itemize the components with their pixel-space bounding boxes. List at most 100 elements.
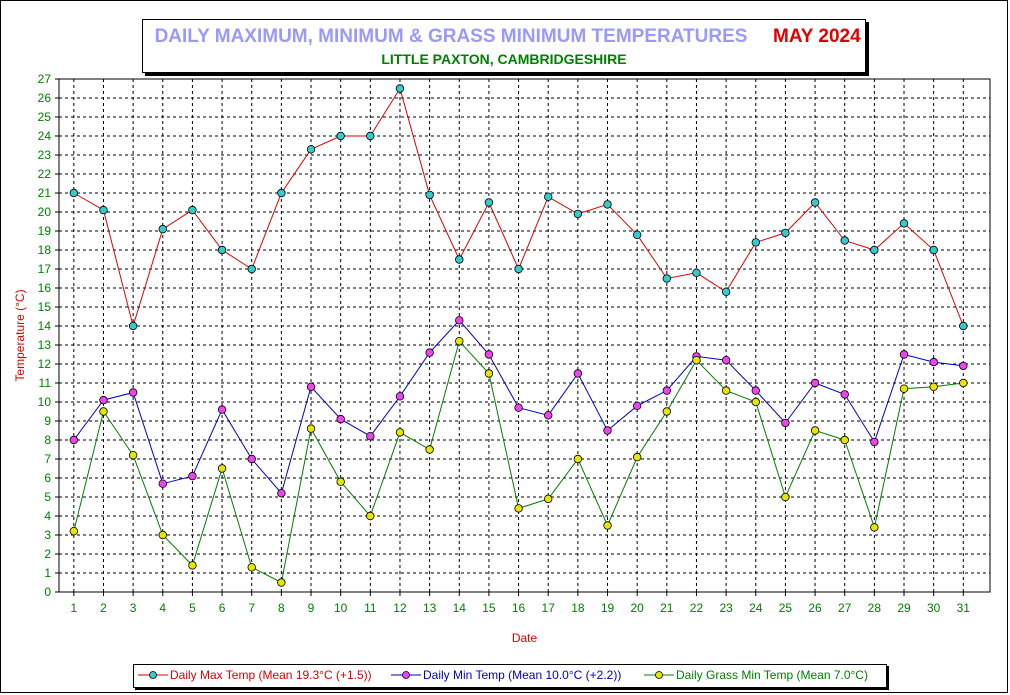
y-tick-label: 10 bbox=[38, 395, 52, 409]
series-point-grass bbox=[781, 492, 790, 502]
series-point-grass bbox=[514, 504, 523, 513]
series-point-max bbox=[336, 131, 345, 141]
x-tick-label: 29 bbox=[897, 601, 911, 615]
legend-marker-max bbox=[149, 671, 157, 679]
series-point-max bbox=[306, 145, 316, 154]
x-tick-label: 17 bbox=[542, 601, 556, 615]
series-point-grass bbox=[128, 451, 138, 460]
chart-plot: 0123456789101112131415161718192021222324… bbox=[13, 72, 991, 645]
series-point-min bbox=[810, 378, 820, 388]
series-point-max bbox=[573, 209, 583, 219]
legend-swatch-min bbox=[391, 671, 421, 679]
series-point-grass bbox=[425, 445, 434, 454]
series-point-grass bbox=[632, 452, 642, 462]
series-point-max bbox=[840, 236, 849, 245]
x-tick-label: 27 bbox=[838, 601, 852, 615]
series-point-max bbox=[603, 200, 612, 209]
series-point-grass bbox=[188, 561, 197, 570]
chart-title: DAILY MAXIMUM, MINIMUM & GRASS MINIMUM T… bbox=[154, 26, 748, 47]
series-point-grass bbox=[69, 527, 79, 536]
y-tick-label: 24 bbox=[38, 129, 52, 143]
series-point-max bbox=[425, 190, 434, 200]
series-point-min bbox=[929, 357, 938, 367]
series-point-grass bbox=[662, 407, 672, 416]
series-point-grass bbox=[99, 407, 108, 416]
y-tick-label: 11 bbox=[39, 376, 52, 390]
series-point-min bbox=[603, 426, 612, 435]
series-point-min bbox=[247, 454, 256, 464]
series-point-grass bbox=[870, 523, 879, 532]
series-point-grass bbox=[395, 428, 405, 437]
x-tick-label: 16 bbox=[512, 601, 526, 615]
series-point-max bbox=[870, 245, 879, 255]
x-tick-label: 28 bbox=[868, 601, 882, 615]
series-point-min bbox=[721, 356, 731, 365]
series-point-min bbox=[395, 392, 405, 401]
series-point-max bbox=[632, 230, 642, 239]
series-point-min bbox=[781, 418, 790, 428]
chart-title-month: MAY 2024 bbox=[773, 26, 861, 47]
legend-label-grass: Daily Grass Min Temp (Mean 7.0°C) bbox=[676, 668, 868, 682]
legend-swatch-max bbox=[138, 671, 168, 679]
x-tick-label: 26 bbox=[808, 601, 822, 615]
series-point-min bbox=[425, 348, 434, 357]
series-point-min bbox=[128, 388, 138, 397]
series-point-max bbox=[69, 188, 79, 198]
series-point-min bbox=[662, 386, 672, 395]
series-point-max bbox=[810, 198, 820, 207]
series-point-max bbox=[217, 245, 227, 255]
legend: Daily Max Temp (Mean 19.3°C (+1.5)) Dail… bbox=[133, 664, 887, 688]
y-tick-label: 7 bbox=[44, 452, 51, 466]
y-tick-label: 9 bbox=[44, 414, 51, 428]
legend-marker-grass bbox=[655, 671, 663, 679]
series-point-min bbox=[336, 414, 345, 424]
series-point-min bbox=[632, 401, 642, 410]
y-tick-label: 22 bbox=[38, 167, 52, 181]
series-point-max bbox=[751, 238, 760, 247]
y-tick-label: 21 bbox=[38, 186, 52, 200]
series-point-max bbox=[99, 205, 108, 215]
x-tick-label: 23 bbox=[719, 601, 733, 615]
series-point-grass bbox=[544, 494, 553, 504]
x-tick-label: 8 bbox=[278, 601, 285, 615]
series-point-max bbox=[692, 268, 701, 277]
x-tick-label: 22 bbox=[690, 601, 704, 615]
x-tick-label: 13 bbox=[423, 601, 437, 615]
series-point-grass bbox=[959, 378, 968, 388]
series-point-min bbox=[514, 403, 523, 412]
y-tick-label: 14 bbox=[38, 319, 52, 333]
series-point-grass bbox=[573, 454, 583, 464]
y-tick-label: 27 bbox=[38, 72, 52, 86]
series-point-max bbox=[899, 219, 909, 228]
series-point-max bbox=[277, 188, 286, 198]
series-point-grass bbox=[751, 397, 760, 407]
x-tick-label: 31 bbox=[957, 601, 971, 615]
legend-swatch-grass bbox=[644, 671, 674, 679]
x-tick-label: 21 bbox=[660, 601, 674, 615]
x-tick-label: 6 bbox=[219, 601, 226, 615]
x-tick-label: 5 bbox=[189, 601, 196, 615]
y-axis-title: Temperature (°C) bbox=[13, 289, 27, 381]
x-tick-label: 2 bbox=[100, 601, 107, 615]
x-tick-label: 15 bbox=[482, 601, 496, 615]
series-point-max bbox=[514, 264, 523, 274]
series-point-min bbox=[544, 411, 553, 420]
y-tick-label: 1 bbox=[44, 566, 51, 580]
series-point-max bbox=[188, 205, 197, 215]
series-point-min bbox=[573, 369, 583, 378]
series-point-min bbox=[69, 435, 79, 445]
x-tick-label: 30 bbox=[927, 601, 941, 615]
y-tick-label: 12 bbox=[38, 357, 52, 371]
y-tick-label: 2 bbox=[44, 547, 51, 561]
title-box: DAILY MAXIMUM, MINIMUM & GRASS MINIMUM T… bbox=[142, 19, 866, 73]
series-point-min bbox=[870, 437, 879, 447]
series-point-max bbox=[662, 274, 672, 283]
x-tick-label: 3 bbox=[130, 601, 137, 615]
legend-item-grass: Daily Grass Min Temp (Mean 7.0°C) bbox=[644, 668, 868, 682]
legend-item-max: Daily Max Temp (Mean 19.3°C (+1.5)) bbox=[138, 668, 372, 682]
x-tick-label: 9 bbox=[308, 601, 315, 615]
x-axis-title: Date bbox=[512, 631, 538, 645]
series-point-grass bbox=[455, 337, 464, 346]
series-point-min bbox=[217, 405, 227, 414]
